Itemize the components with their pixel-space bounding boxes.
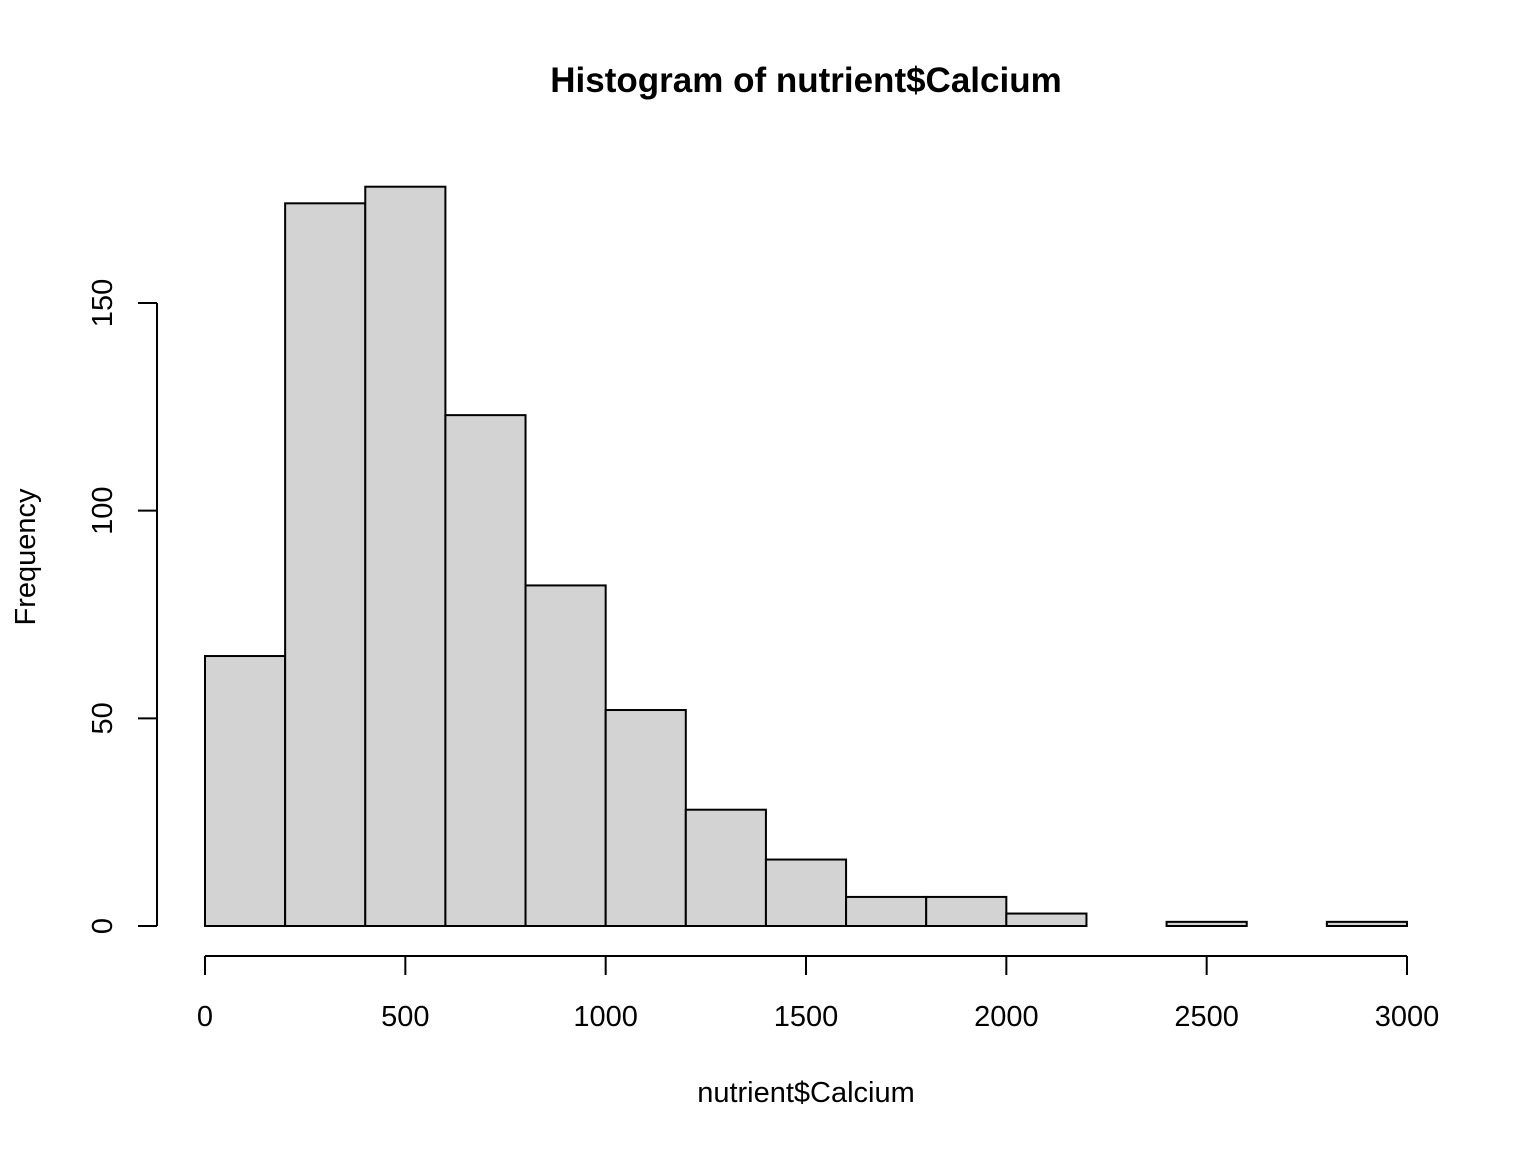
histogram-bar bbox=[1005, 912, 1088, 927]
x-axis: 0 500 1000 1500 2000 2500 3000 bbox=[197, 955, 1440, 1033]
x-tick-label: 500 bbox=[381, 1001, 429, 1033]
x-axis-label: nutrient$Calcium bbox=[697, 1077, 915, 1109]
histogram-bar bbox=[284, 202, 367, 927]
histogram-bar bbox=[764, 858, 848, 928]
y-axis: 0 50 100 150 bbox=[87, 279, 158, 934]
histogram-bar bbox=[1325, 920, 1409, 928]
histogram-bar bbox=[204, 655, 287, 927]
histogram-bar bbox=[604, 709, 687, 927]
histogram-bar bbox=[684, 808, 767, 927]
y-tick-label: 150 bbox=[87, 279, 119, 327]
histogram-bar bbox=[524, 584, 607, 928]
histogram-bar bbox=[925, 895, 1008, 928]
chart-title: Histogram of nutrient$Calcium bbox=[550, 61, 1061, 100]
x-tick-label: 1500 bbox=[774, 1001, 839, 1033]
x-tick-label: 3000 bbox=[1375, 1001, 1440, 1033]
histogram-bar bbox=[845, 895, 928, 928]
histogram-bar bbox=[1165, 920, 1248, 928]
x-tick-label: 2500 bbox=[1174, 1001, 1239, 1033]
x-tick-label: 1000 bbox=[573, 1001, 638, 1033]
y-tick-label: 0 bbox=[87, 918, 119, 934]
x-tick-label: 0 bbox=[197, 1001, 213, 1033]
bars-group bbox=[204, 185, 1409, 928]
y-tick-label: 50 bbox=[87, 702, 119, 734]
histogram-bar bbox=[364, 185, 447, 927]
x-tick-label: 2000 bbox=[974, 1001, 1039, 1033]
histogram-bar bbox=[444, 414, 527, 927]
y-axis-label: Frequency bbox=[10, 488, 42, 626]
y-tick-label: 100 bbox=[87, 486, 119, 534]
